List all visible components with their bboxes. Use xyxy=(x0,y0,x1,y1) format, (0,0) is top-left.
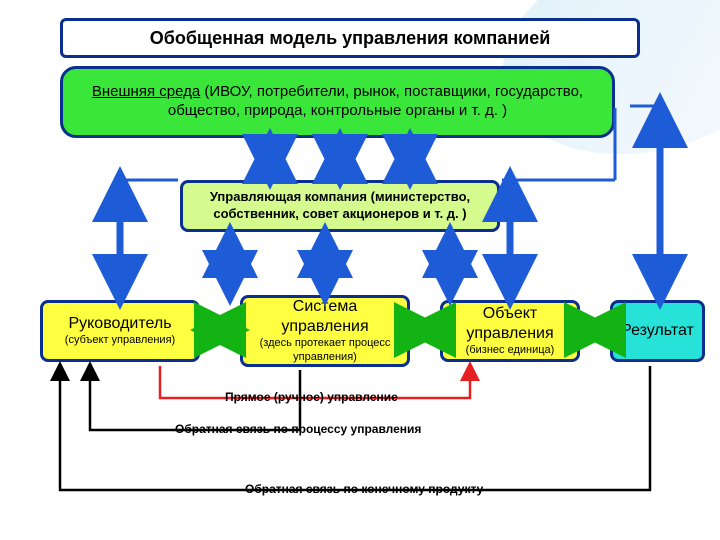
environment-underlined: Внешняя среда xyxy=(92,83,200,100)
title-text: Обобщенная модель управления компанией xyxy=(150,28,551,49)
label-direct: Прямое (ручное) управление xyxy=(225,390,398,404)
object-sub: (бизнес единица) xyxy=(466,344,555,358)
leader-box: Руководитель (субъект управления) xyxy=(40,300,200,362)
system-title: Система управления xyxy=(249,297,401,337)
system-sub: (здесь протекает процесс управления) xyxy=(249,337,401,365)
system-box: Система управления (здесь протекает проц… xyxy=(240,295,410,367)
object-box: Объект управления (бизнес единица) xyxy=(440,300,580,362)
managing-company-box: Управляющая компания (министерство, собс… xyxy=(180,180,500,232)
title-box: Обобщенная модель управления компанией xyxy=(60,18,640,58)
result-box: Результат xyxy=(610,300,705,362)
leader-sub: (субъект управления) xyxy=(65,334,175,348)
environment-rest: (ИВОУ, потребители, рынок, поставщики, г… xyxy=(168,83,583,119)
managing-company-text: Управляющая компания (министерство, собс… xyxy=(191,189,489,223)
environment-text: Внешняя среда (ИВОУ, потребители, рынок,… xyxy=(73,83,602,121)
label-product: Обратная связь по конечному продукту xyxy=(245,482,483,496)
label-process: Обратная связь по процессу управления xyxy=(175,422,421,436)
result-title: Результат xyxy=(621,321,694,341)
leader-title: Руководитель xyxy=(68,314,171,334)
object-title: Объект управления xyxy=(449,304,571,344)
environment-box: Внешняя среда (ИВОУ, потребители, рынок,… xyxy=(60,66,615,138)
